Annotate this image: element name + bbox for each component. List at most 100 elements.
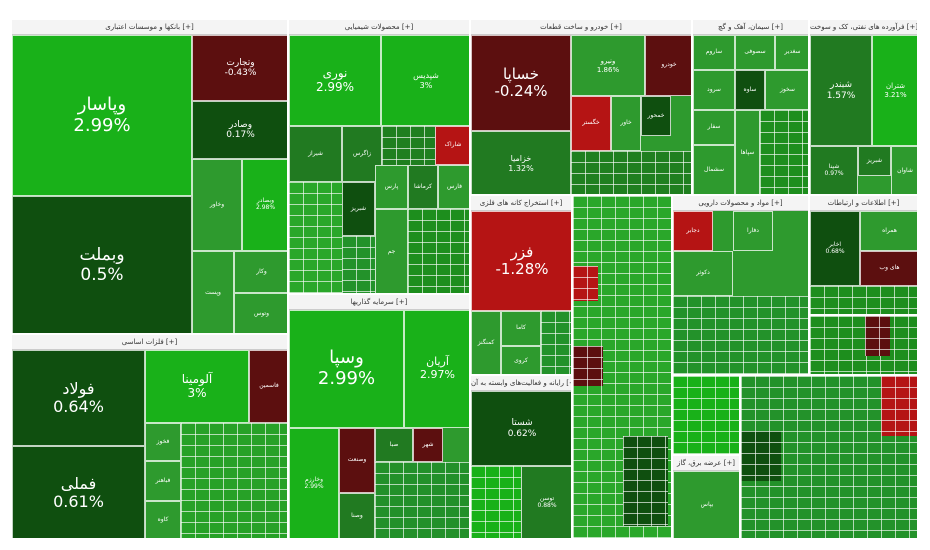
tile-vkharazm[interactable]: وخارزم 2.99%: [289, 428, 339, 538]
tile-hamrah[interactable]: همراه: [860, 211, 917, 251]
sector-title: سرمایه گذاریها [+]: [289, 295, 469, 310]
sector-metal-ores[interactable]: استخراج کانه های فلزی [+] فزر -1.28% کاما…: [470, 195, 572, 375]
sector-title: فلزات اساسی [+]: [12, 335, 287, 350]
tile-sfar[interactable]: سفار: [693, 110, 735, 145]
tile-vkhavar[interactable]: وخاور: [192, 159, 242, 251]
tile-change: 0.64%: [53, 397, 104, 416]
tile-change: 0.17%: [226, 130, 255, 140]
tile-fameli[interactable]: فملی 0.61%: [12, 446, 145, 538]
tile-skhooz[interactable]: سخوز: [765, 70, 808, 110]
tile-sshomal[interactable]: سشمال: [693, 145, 735, 194]
tile-kama[interactable]: کاما: [501, 311, 541, 346]
tile-shahr[interactable]: شهر: [413, 428, 443, 462]
tile-symbol: دکوثر: [696, 269, 710, 277]
tile-change: 2.97%: [420, 368, 455, 381]
tile-symbol: وصنعت: [347, 456, 367, 464]
tile-symbol: کاما: [516, 324, 526, 332]
tile-vsader[interactable]: وصادر 0.17%: [192, 101, 287, 159]
tile-symbol: نوری: [322, 65, 348, 80]
tile-fazar[interactable]: فزر -1.28%: [471, 211, 571, 311]
tile-spaha[interactable]: سپاها: [735, 110, 760, 194]
tile-shabriz-chem[interactable]: شبریز: [342, 182, 375, 236]
tile-sufi[interactable]: سصوفی: [735, 35, 775, 70]
sector-pharma[interactable]: مواد و محصولات دارویی [+] دکوثر دفارا دج…: [672, 195, 809, 375]
sector-automobile[interactable]: خودرو و ساخت قطعات [+] خساپا -0.24% خزامی…: [470, 19, 692, 195]
sector-basic-metals[interactable]: فلزات اساسی [+] فولاد 0.64% فملی 0.61% فاس…: [11, 334, 288, 539]
tile-vbmellat[interactable]: وبملت 0.5%: [12, 196, 192, 333]
tile-vpasar[interactable]: وپاسار 2.99%: [12, 35, 192, 196]
sector-computer[interactable]: رایانه و فعالیت‌های وابسته به آن [+] شست…: [470, 375, 572, 539]
sector-telecom[interactable]: اطلاعات و ارتباطات [+] اخابر 0.68% همراه …: [809, 195, 918, 315]
tile-khgostar[interactable]: خگستر: [571, 96, 611, 151]
tile-vbsader[interactable]: وبصادر 2.98%: [242, 159, 287, 251]
tile-change: 0.61%: [53, 492, 104, 511]
tile-alumina[interactable]: آلومینا 3%: [145, 350, 249, 423]
tile-noori[interactable]: نوری 2.99%: [289, 35, 381, 126]
tile-dfara[interactable]: دفارا: [733, 211, 773, 251]
tile-shasta[interactable]: شستا 0.62%: [471, 391, 571, 466]
tile-toosan[interactable]: توسن 0.88%: [521, 466, 571, 538]
tile-symbol: شپنا: [828, 163, 840, 171]
tile-shtran[interactable]: شتران 3.21%: [872, 35, 917, 146]
sector-petroleum[interactable]: فرآورده های نفتی، کک و سوخت [+] شبندر 1.5…: [809, 19, 918, 195]
sector-chemicals[interactable]: محصولات شیمیایی [+] نوری 2.99% شپدیس 3% زا…: [288, 19, 470, 294]
sector-banks[interactable]: بانکها و موسسات اعتباری [+] وپاسار 2.99% …: [11, 19, 288, 334]
tile-symbol: سخوز: [780, 85, 795, 93]
tile-shbandar[interactable]: شبندر 1.57%: [810, 35, 872, 146]
tile-shavan[interactable]: شاوان: [891, 146, 917, 194]
tile-vtejarat[interactable]: وتجارت -0.43%: [192, 35, 287, 101]
tile-fbahonar[interactable]: فباهنر: [145, 461, 181, 501]
tile-fars[interactable]: فارس: [438, 165, 469, 209]
tile-fasmin[interactable]: فاسمین: [249, 350, 287, 423]
tile-highweb[interactable]: های وب: [860, 251, 917, 286]
tile-shpena[interactable]: شپنا 0.97%: [810, 146, 858, 194]
tile-vpost[interactable]: وپست: [192, 251, 234, 333]
tile-saba[interactable]: صبا: [375, 428, 413, 462]
tile-khavar[interactable]: خاور: [611, 96, 641, 151]
sector-investments[interactable]: سرمایه گذاریها [+] وسپا 2.99% آریان 2.97% …: [288, 294, 470, 539]
tile-sghadir[interactable]: سغدیر: [775, 35, 808, 70]
tile-khzamia[interactable]: خزامیا 1.32%: [471, 131, 571, 194]
tile-kmanganz[interactable]: کمنگنز: [471, 311, 501, 374]
tile-vtoos[interactable]: وتوس: [234, 293, 287, 333]
tile-foolad[interactable]: فولاد 0.64%: [12, 350, 145, 446]
tile-pars[interactable]: پارس: [375, 165, 408, 209]
other-groups-left-bottom: [672, 375, 740, 455]
tile-djaber[interactable]: دجابر: [673, 211, 713, 251]
sector-cement[interactable]: سیمان، آهک و گچ [+] ساروم سصوفی سرود سغد…: [692, 19, 809, 195]
tile-fkhooz[interactable]: فخوز: [145, 423, 181, 461]
tile-vnirou[interactable]: ونیرو 1.86%: [571, 35, 645, 96]
tile-kroui[interactable]: کروی: [501, 346, 541, 374]
tile-dkosar[interactable]: دکوثر: [673, 251, 733, 296]
tile-akhaber[interactable]: اخابر 0.68%: [810, 211, 860, 286]
tile-vsapa[interactable]: وسپا 2.99%: [289, 310, 404, 428]
tile-khodro[interactable]: خودرو: [645, 35, 691, 96]
tile-jam[interactable]: جم: [375, 209, 408, 293]
tile-sharak[interactable]: شاراک: [435, 126, 469, 165]
sector-title: اطلاعات و ارتباطات [+]: [810, 196, 917, 211]
tile-vsanat[interactable]: وصنعت: [339, 428, 375, 493]
tile-sroud[interactable]: سرود: [693, 70, 735, 110]
tile-symbol: آریان: [426, 355, 449, 369]
tile-khmehvar[interactable]: خمحور: [641, 96, 671, 136]
tile-khsapa[interactable]: خساپا -0.24%: [471, 35, 571, 131]
tile-arian[interactable]: آریان 2.97%: [404, 310, 469, 428]
tile-kaveh[interactable]: کاوه: [145, 501, 181, 538]
tile-symbol: وسپا: [329, 347, 364, 369]
tile-bpas[interactable]: بپاس: [673, 471, 739, 538]
tile-sarum[interactable]: ساروم: [693, 35, 735, 70]
tile-symbol: اخابر: [828, 240, 842, 248]
tile-shabriz[interactable]: شبریز: [858, 146, 891, 176]
tile-vsena[interactable]: وصنا: [339, 493, 375, 538]
small-tiles-invest: [375, 462, 469, 538]
tile-symbol: کرماشا: [413, 182, 433, 190]
tile-symbol: وبصادر: [256, 197, 275, 205]
tile-shiraz[interactable]: شیراز: [289, 126, 342, 182]
tile-saveh[interactable]: ساوه: [735, 70, 765, 110]
tile-vkar[interactable]: وکار: [234, 251, 287, 293]
tile-shpedis[interactable]: شپدیس 3%: [381, 35, 469, 126]
sector-utilities[interactable]: عرضه برق، گاز [+] بپاس: [672, 455, 740, 539]
tile-symbol: شهر: [422, 440, 434, 448]
tile-kermasha[interactable]: کرماشا: [408, 165, 438, 209]
small-tiles-chem-d: [408, 209, 469, 293]
